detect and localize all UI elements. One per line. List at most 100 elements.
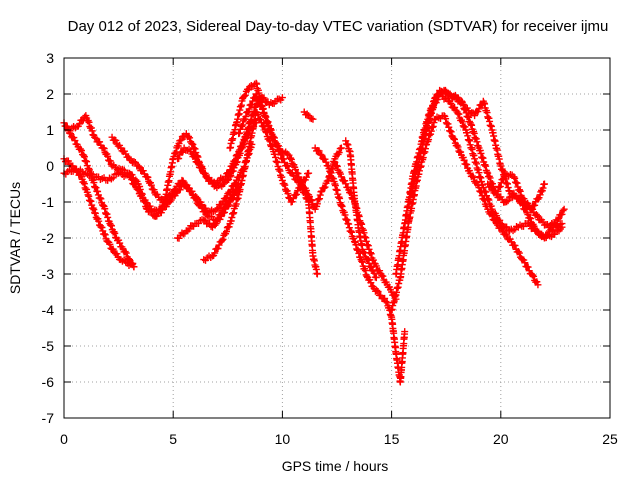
data-point: [537, 188, 545, 196]
y-tick-label: -6: [42, 374, 55, 390]
data-point: [179, 177, 187, 185]
data-point: [134, 162, 142, 170]
data-point: [139, 167, 147, 175]
data-point: [157, 205, 165, 213]
data-point: [281, 181, 289, 189]
data-point: [509, 227, 517, 235]
data-point: [531, 201, 539, 209]
data-point: [201, 169, 209, 177]
data-point: [502, 231, 510, 239]
data-point: [63, 123, 71, 131]
data-point: [320, 184, 328, 192]
data-point: [109, 245, 117, 253]
data-point: [348, 228, 356, 236]
data-point: [218, 236, 226, 244]
data-point: [321, 183, 329, 191]
y-tick-label: 3: [46, 50, 54, 66]
data-point: [293, 190, 301, 198]
data-point: [316, 191, 324, 199]
data-point: [121, 248, 129, 256]
data-point: [178, 148, 186, 156]
data-point: [442, 115, 450, 123]
data-point: [218, 201, 226, 209]
data-point: [530, 272, 538, 280]
data-point: [278, 176, 286, 184]
data-point: [108, 222, 116, 230]
data-point: [96, 194, 104, 202]
y-tick-label: 1: [46, 122, 54, 138]
data-point: [345, 224, 353, 232]
data-point: [470, 173, 477, 181]
data-point: [447, 99, 455, 107]
data-point: [558, 220, 566, 228]
data-point: [280, 180, 288, 188]
data-point: [80, 153, 88, 161]
data-point: [492, 212, 500, 220]
data-point: [465, 113, 473, 121]
data-point: [345, 220, 353, 228]
data-point: [303, 110, 311, 118]
data-point: [374, 288, 382, 296]
data-point: [259, 105, 267, 113]
series-arc-16: [392, 90, 566, 278]
data-point: [342, 137, 350, 145]
data-point: [176, 137, 184, 145]
data-point: [225, 223, 233, 231]
data-point: [150, 186, 158, 194]
data-point: [189, 140, 197, 148]
data-point: [92, 184, 100, 192]
data-point: [367, 279, 375, 287]
data-point: [332, 162, 340, 170]
data-point: [486, 174, 494, 182]
data-point: [144, 173, 152, 181]
data-point: [463, 161, 471, 169]
data-point: [382, 298, 390, 306]
data-point: [288, 198, 296, 206]
data-point: [305, 169, 313, 177]
data-point: [147, 208, 155, 216]
data-point: [229, 167, 237, 175]
data-point: [83, 158, 91, 166]
y-axis-ticks: 3 2 1 0 -1 -2 -3 -4 -5 -6 -7: [42, 50, 610, 426]
data-point: [267, 126, 275, 134]
x-tick-label: 25: [602, 431, 618, 447]
data-point: [85, 192, 93, 200]
y-axis-label: SDTVAR / TECUs: [7, 182, 23, 294]
data-point: [84, 191, 92, 199]
data-point: [454, 143, 462, 151]
data-point: [343, 140, 351, 148]
data-point: [485, 172, 493, 180]
data-point: [170, 153, 178, 161]
data-point: [87, 197, 95, 205]
data-point: [313, 200, 321, 208]
data-point: [475, 105, 483, 113]
data-point: [304, 195, 312, 203]
data-point: [373, 287, 381, 295]
data-point: [85, 165, 93, 173]
series-arc-6: [174, 94, 286, 192]
data-point: [337, 173, 345, 181]
data-point: [379, 272, 387, 280]
data-point: [270, 134, 278, 142]
y-tick-label: -7: [42, 410, 55, 426]
data-point: [257, 116, 265, 124]
data-point: [302, 173, 310, 181]
data-point: [333, 162, 341, 170]
data-point: [335, 149, 343, 157]
data-point: [347, 227, 355, 235]
data-point: [446, 127, 454, 135]
data-point: [454, 94, 462, 102]
data-point: [366, 249, 374, 257]
data-point: [227, 172, 235, 180]
data-point: [175, 234, 183, 242]
data-point: [540, 180, 548, 188]
data-point: [248, 101, 256, 108]
data-point: [219, 235, 227, 243]
data-point: [89, 204, 97, 212]
x-axis-label: GPS time / hours: [282, 458, 389, 474]
data-point: [224, 202, 232, 210]
data-point: [80, 180, 88, 188]
data-point: [376, 267, 384, 275]
data-point: [241, 91, 249, 99]
data-point: [190, 144, 198, 152]
